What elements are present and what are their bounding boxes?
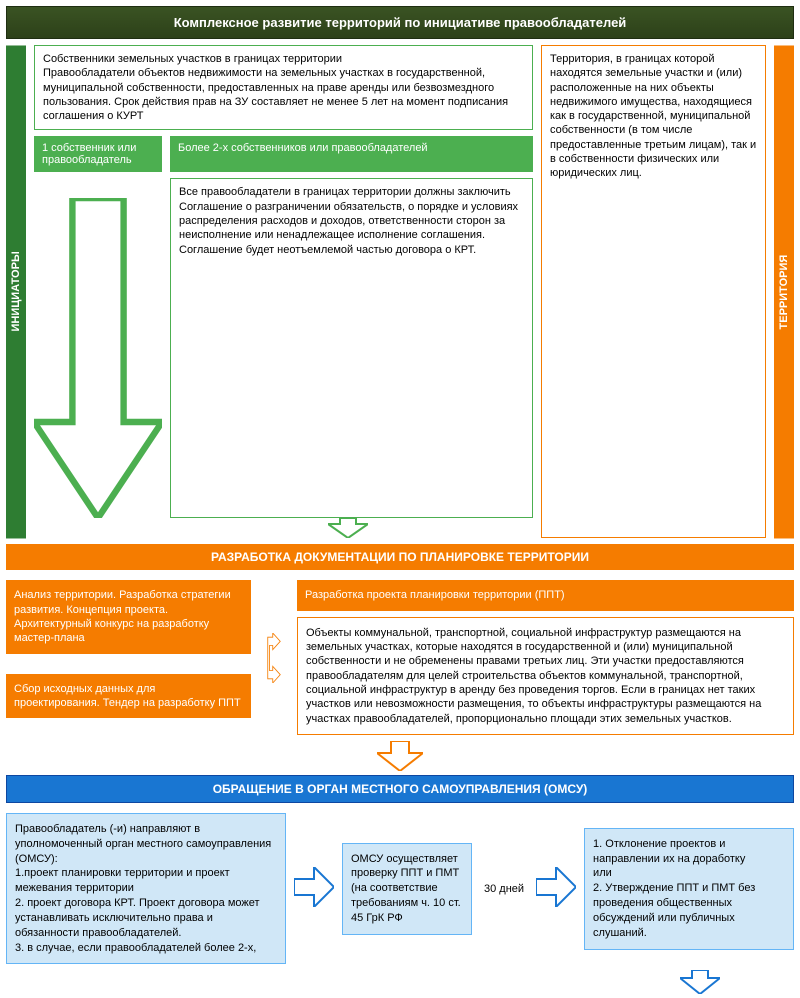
ppt-title-box: Разработка проекта планировки территории… — [297, 580, 794, 610]
arrow-right-2 — [536, 867, 576, 910]
arrow-right-1 — [294, 867, 334, 910]
arrow-down-left — [34, 178, 162, 518]
initiators-row: ИНИЦИАТОРЫ Собственники земельных участк… — [6, 45, 794, 538]
initiators-label: ИНИЦИАТОРЫ — [6, 45, 26, 538]
data-collection-box: Сбор исходных данных для проектирования.… — [6, 674, 251, 719]
owner-count-row: 1 собственник или правообладатель Более … — [34, 136, 533, 172]
all-owners-agreement-box: Все правообладатели в границах территори… — [170, 178, 533, 518]
initiators-content: Собственники земельных участков в границ… — [34, 45, 533, 538]
chevron-down-icon — [680, 970, 720, 994]
chevron-down-icon — [328, 518, 368, 538]
agreement-row: Все правообладатели в границах территори… — [34, 178, 533, 518]
arrows-to-section — [34, 518, 533, 538]
bottom-arrow — [0, 970, 720, 994]
doc-left-col: Анализ территории. Разработка стратегии … — [6, 580, 251, 734]
omsu-mid-box: ОМСУ осуществляет проверку ППТ и ПМТ (на… — [342, 843, 472, 935]
omsu-right-box: 1. Отклонение проектов и направлении их … — [584, 828, 794, 950]
ppt-body-box: Объекты коммунальной, транспортной, соци… — [297, 617, 794, 735]
omsu-row: Правообладатель (-и) направляют в уполно… — [6, 813, 794, 965]
days-label: 30 дней — [480, 883, 528, 895]
arrow-down-to-omsu — [0, 741, 800, 771]
analysis-box: Анализ территории. Разработка стратегии … — [6, 580, 251, 653]
territory-box: Территория, в границах которой находятся… — [541, 45, 766, 538]
section-omsu-header: ОБРАЩЕНИЕ В ОРГАН МЕСТНОГО САМОУПРАВЛЕНИ… — [6, 775, 794, 803]
doc-row: Анализ территории. Разработка стратегии … — [6, 580, 794, 734]
omsu-left-box: Правообладатель (-и) направляют в уполно… — [6, 813, 286, 965]
chevron-down-icon — [377, 741, 423, 771]
one-owner-box: 1 собственник или правообладатель — [34, 136, 162, 172]
territory-label: ТЕРРИТОРИЯ — [774, 45, 794, 538]
more-two-owners-box: Более 2-х собственников или правообладат… — [170, 136, 533, 172]
chevron-down-icon — [34, 198, 162, 518]
page-title: Комплексное развитие территорий по иници… — [6, 6, 794, 39]
owners-box: Собственники земельных участков в границ… — [34, 45, 533, 130]
arrow-right-doc — [259, 580, 289, 734]
doc-right-col: Разработка проекта планировки территории… — [297, 580, 794, 734]
section-doc-header: РАЗРАБОТКА ДОКУМЕНТАЦИИ ПО ПЛАНИРОВКЕ ТЕ… — [6, 544, 794, 570]
